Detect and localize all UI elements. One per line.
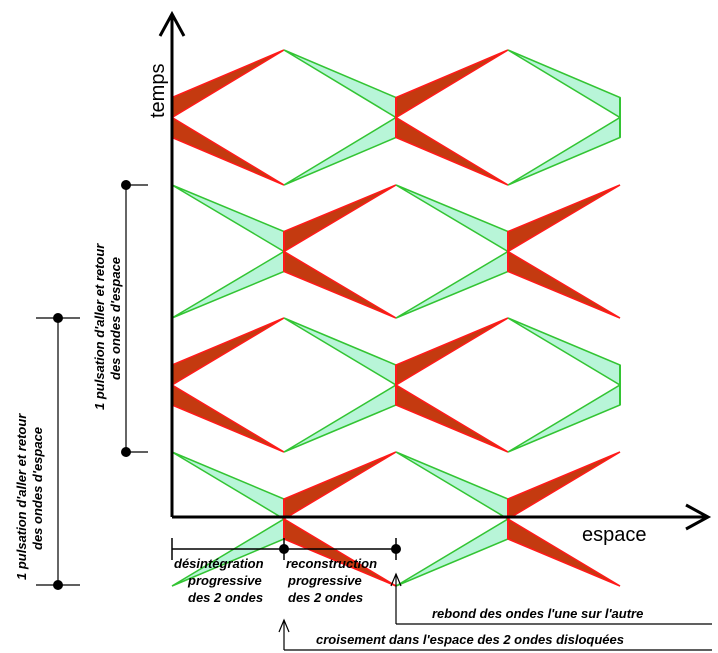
phase-0-line-2: des 2 ondes <box>188 590 263 605</box>
wave-wedge-red <box>395 383 509 453</box>
phase-dot-0 <box>279 544 289 554</box>
wave-wedge-green <box>507 49 621 119</box>
wave-wedge-green <box>283 116 397 186</box>
wave-wedge-red <box>395 49 509 119</box>
wave-wedge-green <box>171 184 285 253</box>
phase-1-line-2: des 2 ondes <box>288 590 363 605</box>
phase-dot-1 <box>391 544 401 554</box>
wave-wedge-green <box>283 383 397 453</box>
rebound-pointer-arrow <box>390 572 402 587</box>
x-axis-arrow <box>685 503 712 531</box>
wave-wedge-green <box>283 317 397 387</box>
pulsation-outer-label: 1 pulsation d'aller et retour des ondes … <box>14 410 45 580</box>
wave-wedge-green <box>395 184 509 253</box>
pulsation-outer-dot-top <box>53 313 63 323</box>
crossing-pointer-arrow <box>278 618 290 633</box>
wave-wedge-green <box>283 49 397 119</box>
phase-markers: désintégration progressive des 2 ondes r… <box>171 538 401 605</box>
rebound-label: rebond des ondes l'une sur l'autre <box>432 606 643 621</box>
pulsation-inner-dot-bottom <box>121 447 131 457</box>
phase-label-reconstruction: reconstruction progressive des 2 ondes <box>286 556 381 605</box>
phase-label-disintegration: désintégration progressive des 2 ondes <box>174 556 267 605</box>
wave-wedge-red <box>171 317 285 387</box>
wave-wedge-red <box>171 49 285 119</box>
wedge-group <box>171 49 621 587</box>
wave-wedge-red <box>283 451 397 521</box>
wave-wedge-green <box>171 250 285 319</box>
y-axis-label: temps <box>147 64 169 118</box>
axes: temps espace <box>147 10 712 546</box>
pulsation-inner-dot-top <box>121 180 131 190</box>
wave-wedge-red <box>395 317 509 387</box>
wave-wedge-red <box>171 116 285 186</box>
wave-wedge-green <box>395 451 509 521</box>
pulsation-outer-line-1: des ondes d'espace <box>30 427 45 550</box>
pulsation-inner-line-1: des ondes d'espace <box>108 257 123 380</box>
phase-0-line-1: progressive <box>187 573 262 588</box>
wave-wedge-green <box>507 383 621 453</box>
wave-wedge-red <box>507 250 621 319</box>
wave-wedge-green <box>171 451 285 521</box>
wave-wedge-green <box>507 317 621 387</box>
phase-1-line-0: reconstruction <box>286 556 377 571</box>
wave-wedge-green <box>395 517 509 587</box>
wave-wedge-red <box>507 184 621 253</box>
wave-wedge-green <box>395 250 509 319</box>
pulsation-marker-inner: 1 pulsation d'aller et retour des ondes … <box>92 180 148 457</box>
wave-wedge-red <box>283 250 397 319</box>
pulsation-marker-outer: 1 pulsation d'aller et retour des ondes … <box>14 313 80 590</box>
pulsation-inner-label: 1 pulsation d'aller et retour des ondes … <box>92 240 123 410</box>
crossing-label: croisement dans l'espace des 2 ondes dis… <box>316 632 624 647</box>
phase-0-line-0: désintégration <box>174 556 264 571</box>
wave-wedge-red <box>507 451 621 521</box>
x-axis-label: espace <box>582 524 647 546</box>
phase-1-line-1: progressive <box>287 573 362 588</box>
pulsation-outer-line-0: 1 pulsation d'aller et retour <box>14 413 29 580</box>
pulsation-outer-dot-bottom <box>53 580 63 590</box>
wave-wedge-green <box>507 116 621 186</box>
y-axis-arrow <box>158 10 186 37</box>
wave-wedge-red <box>171 383 285 453</box>
annotations: rebond des ondes l'une sur l'autre crois… <box>278 572 712 651</box>
wave-wedge-red <box>283 184 397 253</box>
wave-wedge-red <box>395 116 509 186</box>
pulsation-inner-line-0: 1 pulsation d'aller et retour <box>92 243 107 410</box>
